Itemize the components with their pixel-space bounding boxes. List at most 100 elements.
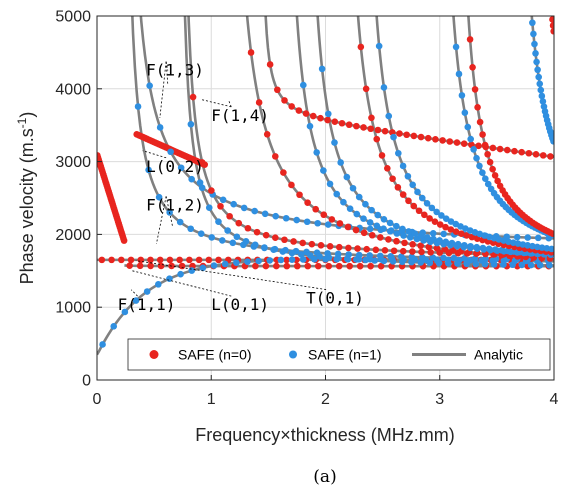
safe-point [353, 256, 360, 263]
safe-point [280, 248, 287, 255]
safe-point [377, 234, 384, 241]
safe-point [534, 66, 541, 73]
safe-point [538, 87, 545, 94]
safe-point [272, 153, 279, 160]
mode-label: L(0,2) [146, 157, 204, 176]
safe-point [382, 247, 389, 254]
safe-point [281, 97, 288, 104]
safe-point [283, 215, 290, 222]
safe-point [535, 74, 542, 81]
safe-point [316, 253, 323, 260]
safe-point [424, 234, 431, 241]
safe-point [462, 109, 469, 116]
safe-point [467, 243, 474, 250]
safe-point [469, 64, 476, 71]
safe-point [440, 231, 447, 238]
safe-point [146, 82, 153, 89]
safe-point [409, 248, 416, 255]
safe-point [241, 205, 248, 212]
x-tick-label: 0 [93, 391, 102, 408]
safe-point [320, 211, 327, 218]
safe-point [226, 213, 233, 220]
safe-point [121, 237, 128, 244]
safe-point [284, 263, 291, 270]
safe-point [461, 140, 468, 147]
safe-point [158, 263, 165, 270]
safe-point [108, 257, 115, 264]
safe-point [491, 261, 498, 268]
safe-point [387, 228, 394, 235]
safe-point [380, 225, 387, 232]
safe-point [137, 257, 144, 264]
safe-point [408, 259, 415, 266]
safe-point [461, 242, 468, 249]
safe-point [393, 238, 400, 245]
safe-point [425, 135, 432, 142]
safe-point [526, 150, 533, 157]
safe-point [405, 197, 412, 204]
safe-point [367, 263, 374, 270]
safe-point [424, 200, 431, 207]
safe-point [514, 234, 521, 241]
safe-point [346, 263, 353, 270]
safe-point [418, 232, 425, 239]
safe-point [357, 263, 364, 270]
safe-point [167, 257, 174, 264]
safe-point [200, 264, 207, 271]
safe-point [233, 259, 240, 266]
legend-label-analytic: Analytic [474, 347, 523, 363]
safe-point [467, 136, 474, 143]
safe-point [176, 257, 183, 264]
safe-point [110, 323, 117, 330]
safe-point [432, 136, 439, 143]
safe-point [473, 155, 480, 162]
safe-point [480, 245, 487, 252]
safe-point [535, 235, 542, 242]
safe-point [414, 189, 421, 196]
safe-point [550, 138, 557, 145]
safe-point [198, 230, 205, 237]
safe-point [528, 262, 535, 269]
safe-point [317, 115, 324, 122]
safe-point [324, 117, 331, 124]
safe-point [325, 263, 332, 270]
safe-point [262, 210, 269, 217]
safe-point [390, 134, 397, 141]
safe-point [394, 230, 401, 237]
safe-point [390, 258, 397, 265]
safe-point [381, 216, 388, 223]
safe-point [500, 261, 507, 268]
safe-point [267, 61, 274, 68]
safe-point [482, 142, 489, 149]
safe-point [118, 257, 125, 264]
safe-point [251, 208, 258, 215]
safe-point [442, 239, 449, 246]
safe-point [532, 50, 539, 57]
safe-point [546, 262, 553, 269]
safe-point [419, 195, 426, 202]
mode-label: L(0,1) [211, 295, 269, 314]
legend-label-safe-n1: SAFE (n=1) [308, 347, 382, 363]
safe-point [384, 165, 391, 172]
safe-point [327, 243, 334, 250]
safe-point [215, 257, 222, 264]
safe-point [345, 245, 352, 252]
safe-point [385, 236, 392, 243]
safe-point [368, 115, 375, 122]
safe-point [288, 103, 295, 110]
safe-point [361, 230, 368, 237]
safe-point [335, 255, 342, 262]
safe-point [373, 246, 380, 253]
safe-point [356, 194, 363, 201]
safe-point [245, 225, 252, 232]
safe-point [294, 263, 301, 270]
safe-point [445, 260, 452, 267]
safe-point [289, 256, 296, 263]
safe-point [177, 219, 184, 226]
safe-point [536, 81, 543, 88]
mode-label: T(0,1) [306, 289, 364, 308]
safe-point [270, 246, 277, 253]
safe-point [405, 173, 412, 180]
safe-point [453, 44, 460, 51]
safe-point [208, 234, 215, 241]
